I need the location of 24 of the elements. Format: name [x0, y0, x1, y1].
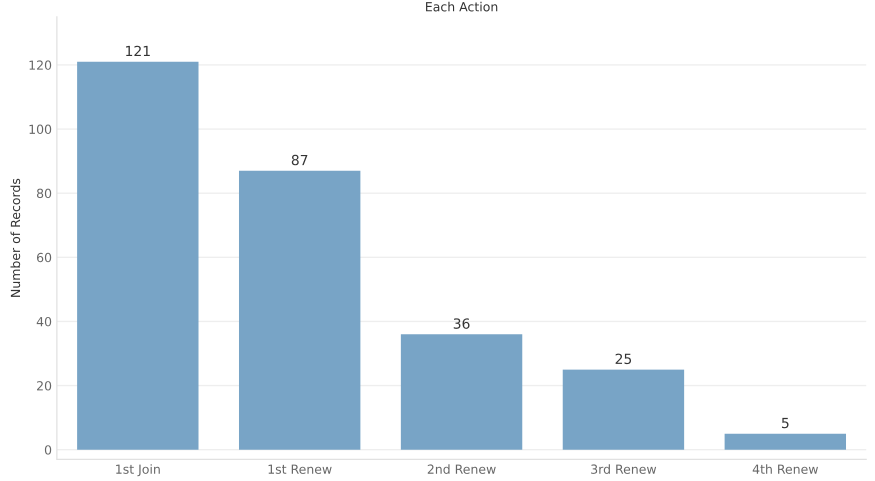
data-label: 87	[292, 154, 308, 166]
data-label: 121	[126, 46, 150, 56]
y-tick-label: 80	[36, 188, 52, 198]
x-tick-label: 1st Join	[116, 464, 160, 476]
y-axis-title: Number of Records	[10, 178, 20, 297]
y-tick-label: 0	[44, 445, 52, 455]
data-label: 25	[616, 354, 632, 364]
bar	[724, 434, 846, 450]
x-tick-label: 1st Renew	[268, 464, 332, 474]
y-tick-label: 120	[30, 60, 52, 70]
x-tick-label: 4th Renew	[752, 464, 818, 474]
y-tick-label: 20	[37, 381, 52, 391]
y-tick-label: 100	[30, 124, 52, 134]
x-tick-label: 2nd Renew	[428, 464, 496, 474]
data-label: 5	[782, 418, 789, 428]
bar	[400, 334, 522, 450]
bar	[77, 62, 199, 450]
chart-title: Each Action	[426, 2, 498, 12]
y-tick-label: 40	[36, 316, 52, 326]
y-tick-label: 60	[36, 252, 52, 262]
bar	[562, 370, 684, 450]
x-tick-label: 3rd Renew	[591, 464, 656, 474]
bar	[238, 170, 360, 450]
data-label: 36	[454, 318, 470, 329]
